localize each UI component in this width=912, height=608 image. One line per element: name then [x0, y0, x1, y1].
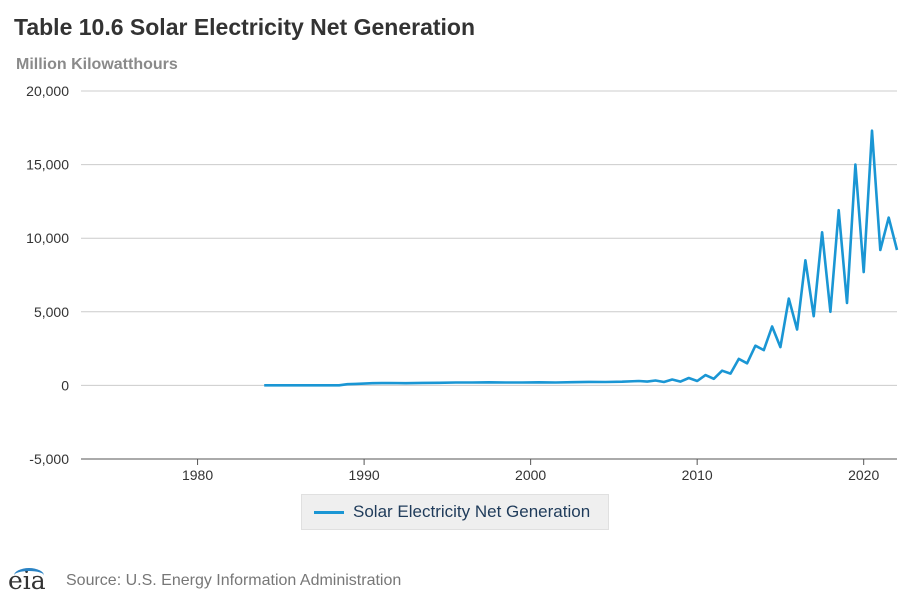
y-tick-label: 10,000 — [26, 230, 69, 246]
x-tick-label: 1990 — [349, 467, 380, 483]
logo-arc-icon — [14, 568, 44, 583]
x-tick-label: 2010 — [682, 467, 713, 483]
x-tick-label: 2000 — [515, 467, 546, 483]
legend-label: Solar Electricity Net Generation — [353, 502, 591, 521]
eia-logo: eia — [8, 566, 46, 595]
legend-swatch — [314, 510, 344, 514]
y-tick-label: -5,000 — [29, 451, 69, 467]
chart-title: Table 10.6 Solar Electricity Net Generat… — [14, 14, 476, 40]
chart-legend[interactable]: Solar Electricity Net Generation — [301, 494, 609, 530]
y-tick-label: 0 — [61, 377, 69, 393]
y-tick-label: 20,000 — [26, 83, 69, 99]
y-tick-label: 15,000 — [26, 157, 69, 173]
x-tick-label: 2020 — [848, 467, 879, 483]
x-tick-label: 1980 — [182, 467, 213, 483]
footer: eia Source: U.S. Energy Information Admi… — [8, 566, 401, 595]
chart-subtitle: Million Kilowatthours — [16, 56, 178, 73]
y-tick-label: 5,000 — [34, 304, 69, 320]
source-text: Source: U.S. Energy Information Administ… — [66, 571, 402, 589]
series-line — [264, 129, 899, 387]
